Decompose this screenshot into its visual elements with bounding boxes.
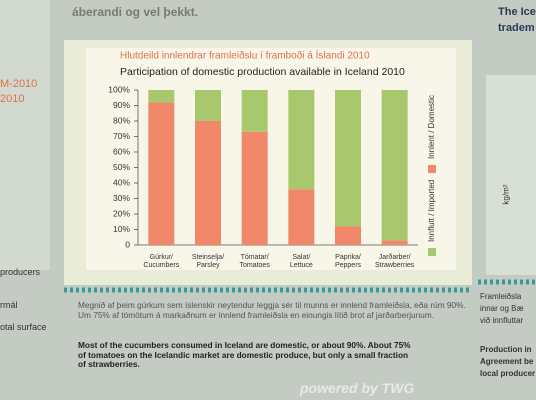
x-tick-label: Gúrkur/ Cucumbers <box>143 254 180 270</box>
caption-is: Megnið af þeim gúrkum sem íslenskir neyt… <box>78 300 466 320</box>
bar-segment <box>381 240 408 245</box>
left-text: rmál <box>0 300 18 310</box>
y-tick-label: 10% <box>113 224 130 234</box>
left-text: producers <box>0 267 41 277</box>
x-tick-label: Salat/ Lettuce <box>289 254 313 270</box>
bar-segment <box>288 189 315 245</box>
bar-segment <box>335 226 361 245</box>
top-text: áberandi og vel þekkt. <box>72 5 199 19</box>
legend-label: Innflutt / Imported <box>427 180 436 242</box>
watermark: powered by TWG <box>300 380 415 396</box>
right-panel <box>486 75 536 275</box>
right-text: Framleiðsla <box>480 292 522 301</box>
right-text: kg/m² <box>501 184 511 205</box>
left-text: M-2010 <box>0 78 38 90</box>
bar-segment <box>381 90 408 241</box>
right-text: Production in <box>480 345 532 354</box>
y-tick-label: 100% <box>108 84 130 94</box>
bar-segment <box>241 131 268 245</box>
x-tick-label: Tómatar/ Tomatoes <box>239 254 270 270</box>
y-tick-label: 80% <box>113 115 130 125</box>
x-tick-label: Steinselja/ Parsley <box>191 254 225 270</box>
bar-segment <box>288 90 315 190</box>
caption-en: Most of the cucumbers consumed in Icelan… <box>78 340 411 370</box>
y-tick-label: 60% <box>113 146 130 156</box>
y-tick-label: 50% <box>113 162 130 172</box>
left-text: otal surface <box>0 322 47 332</box>
left-text: 2010 <box>0 93 25 105</box>
x-tick-label: Jarðarber/ Strawberries <box>375 254 415 270</box>
bar-segment <box>148 90 175 103</box>
bar-segment <box>195 90 221 121</box>
y-tick-label: 40% <box>113 177 130 187</box>
right-text: innar og Bæ <box>480 304 524 313</box>
right-text: tradem <box>498 22 535 34</box>
y-tick-label: 0 <box>125 239 130 249</box>
right-text: við innfluttar <box>480 316 524 325</box>
bar-segment <box>241 90 268 132</box>
chart-subtitle: Participation of domestic production ava… <box>120 66 405 78</box>
y-tick-label: 90% <box>113 100 130 110</box>
right-text: local producer <box>480 369 536 378</box>
bar-segment <box>195 121 221 245</box>
y-tick-label: 30% <box>113 193 130 203</box>
y-tick-label: 20% <box>113 208 130 218</box>
bar-segment <box>148 102 175 246</box>
x-tick-label: Paprika/ Peppers <box>334 254 362 270</box>
bar-segment <box>335 90 361 227</box>
legend-swatch <box>428 165 436 173</box>
left-panel <box>0 0 50 270</box>
right-text: The Ice <box>498 6 536 18</box>
chart-title: Hlutdeild innlendrar framleiðslu í framb… <box>120 49 370 62</box>
right-text: Agreement be <box>480 357 534 366</box>
legend-label: Innlent / Domestic <box>427 95 436 159</box>
y-tick-label: 70% <box>113 131 130 141</box>
legend-swatch <box>428 248 436 256</box>
